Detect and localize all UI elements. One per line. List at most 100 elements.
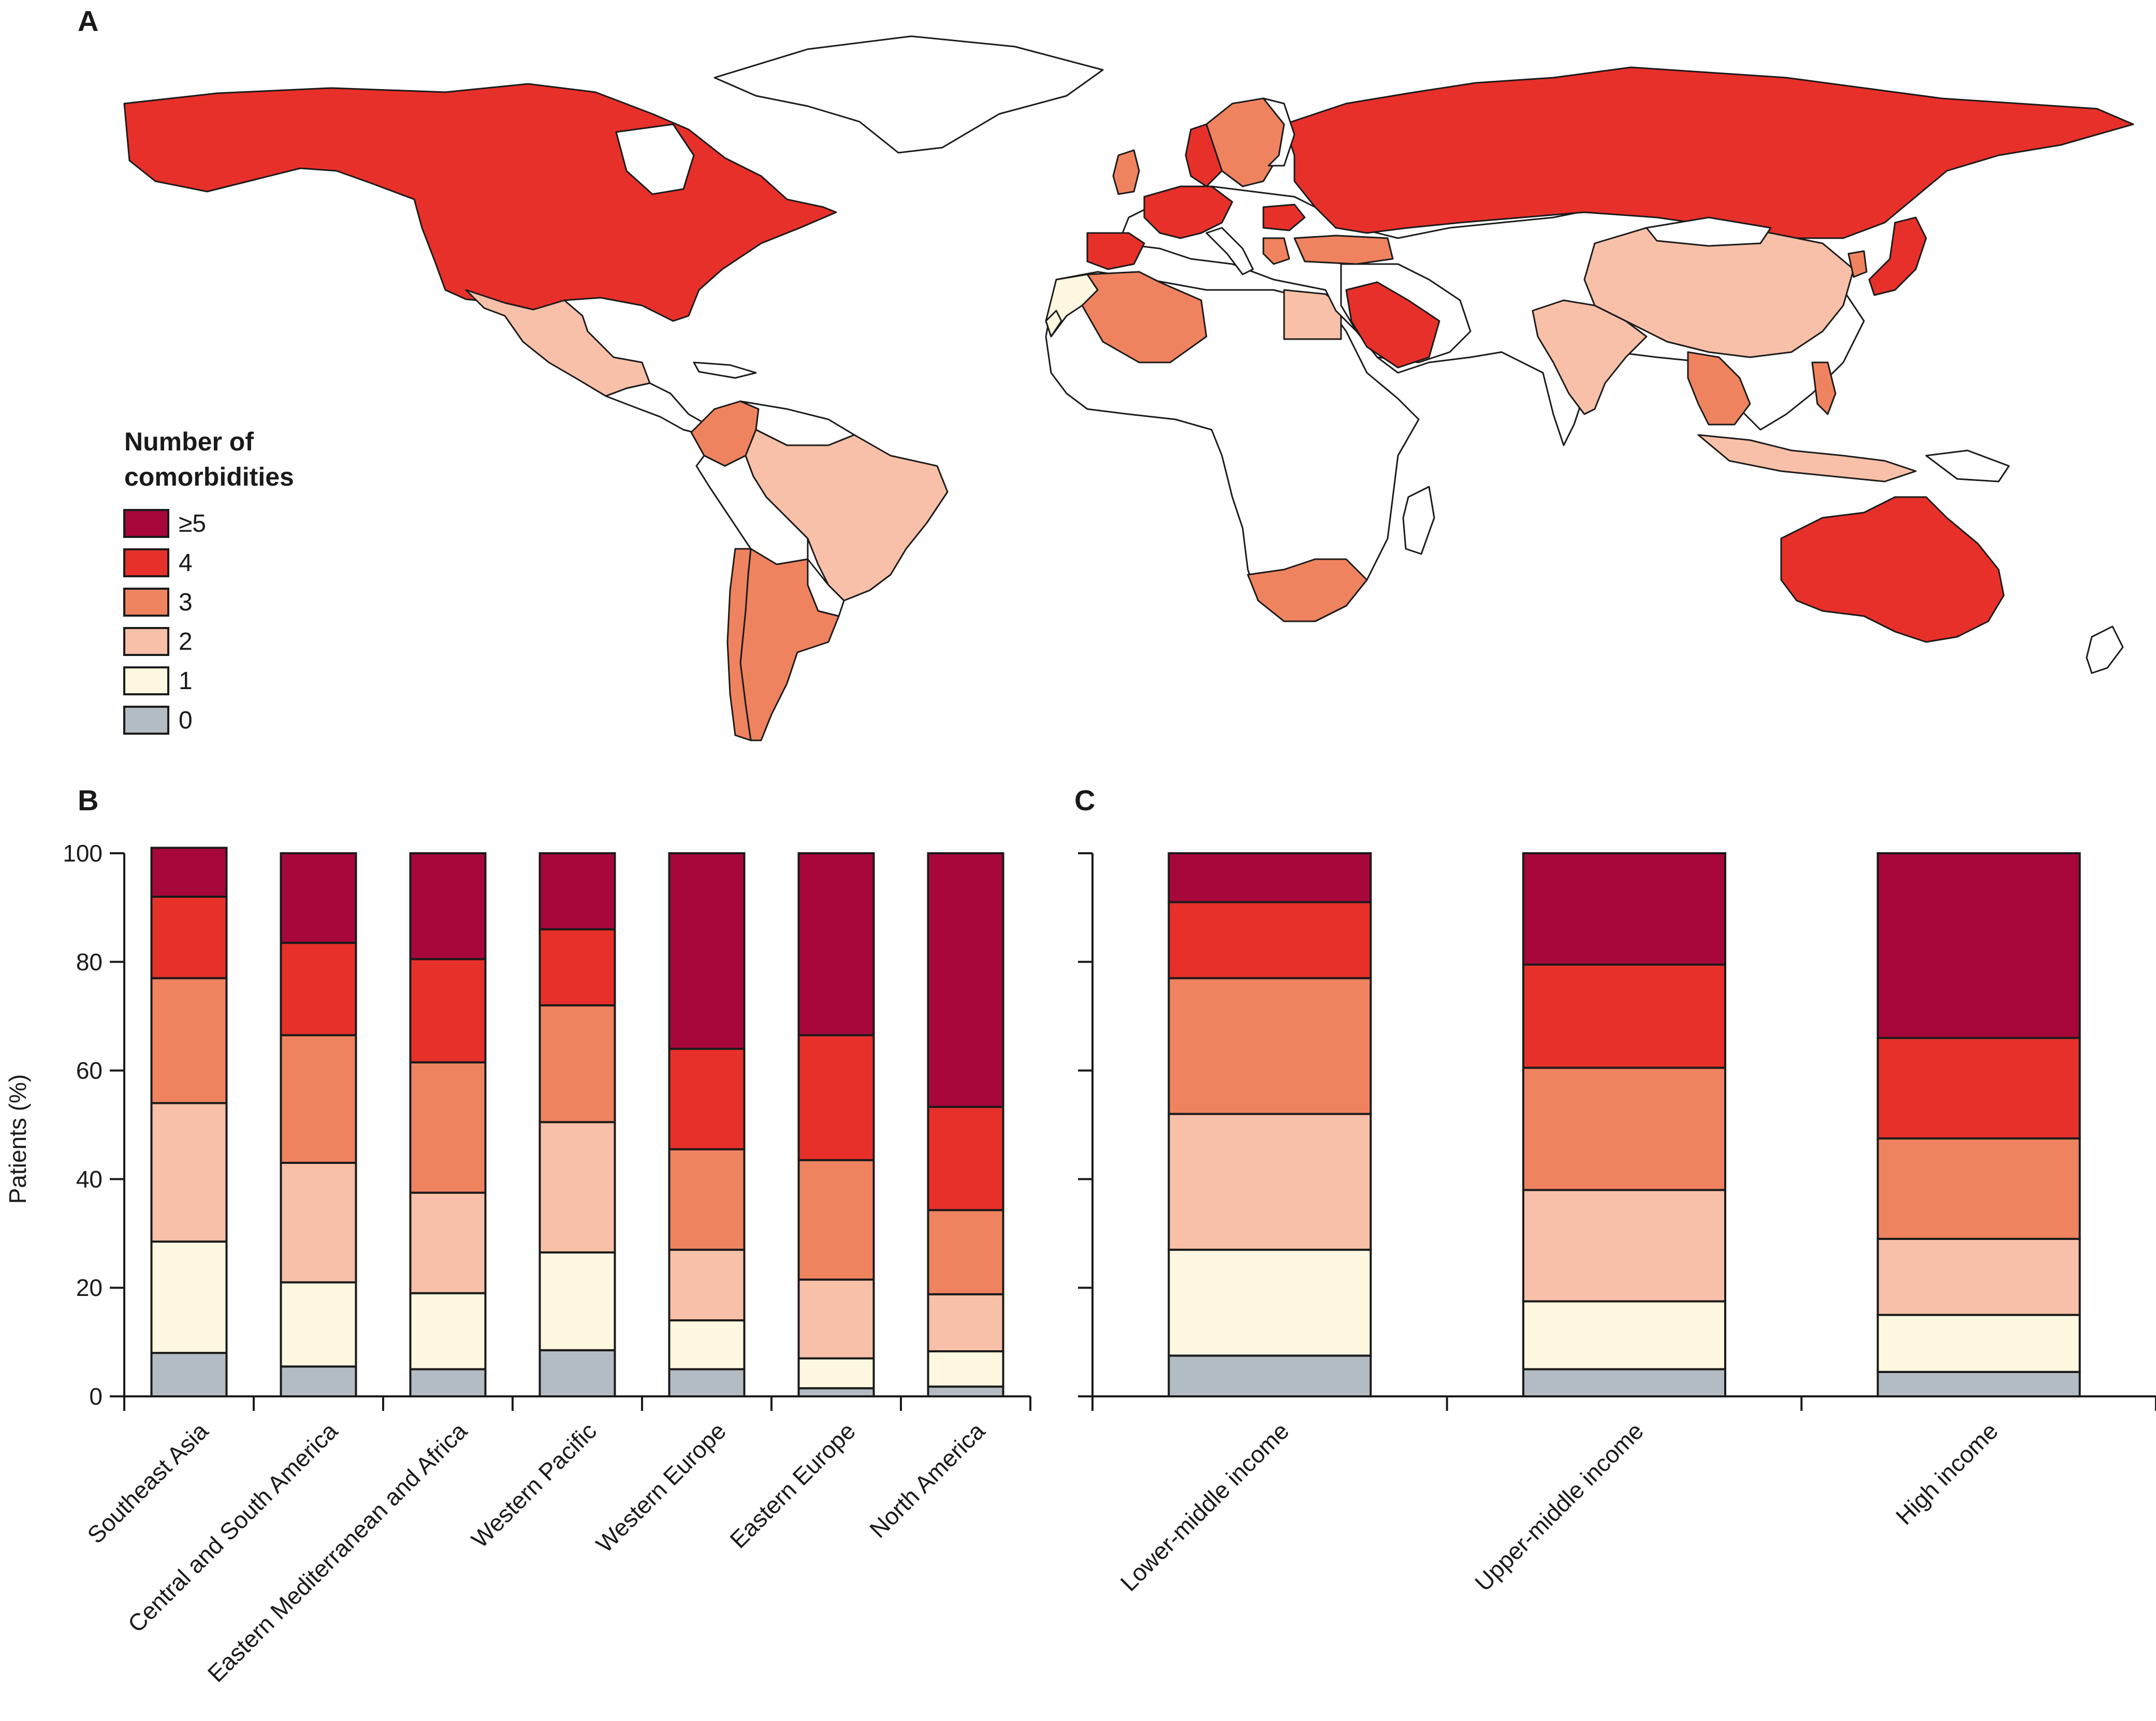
bar-segment-1-5 bbox=[280, 852, 357, 944]
bar-segment-0-4 bbox=[150, 895, 228, 980]
bar-segment-4-3 bbox=[668, 1148, 746, 1251]
legend-label-3: 2 bbox=[179, 628, 193, 655]
map-mongolia bbox=[1645, 216, 1772, 247]
map-north-america bbox=[123, 83, 837, 322]
panel-c-plot: Lower-middle income Upper-middle income Hi… bbox=[1078, 852, 2156, 1596]
panel-b-ylabel: Patients (%) bbox=[4, 1074, 31, 1204]
map-greece bbox=[1262, 237, 1290, 265]
bar-segment-6-3 bbox=[927, 1209, 1004, 1295]
map-italy bbox=[1205, 227, 1254, 275]
bar-segment-1-4 bbox=[280, 942, 357, 1037]
map-se-asia bbox=[1687, 351, 1751, 426]
map-papua bbox=[1925, 449, 2010, 483]
bar-segment-2-0 bbox=[409, 1368, 487, 1398]
map-brazil bbox=[745, 429, 949, 602]
legend-swatch-3 bbox=[123, 627, 169, 656]
map-central-america bbox=[605, 382, 708, 436]
panel-c-letter: C bbox=[1074, 784, 1095, 816]
category-label-1: Upper-middle income bbox=[1469, 1417, 1649, 1596]
bar-segment-0-0 bbox=[150, 1352, 228, 1398]
legend-swatch-4 bbox=[123, 666, 169, 695]
category-label-4: Western Europe bbox=[591, 1417, 731, 1557]
legend-swatch-2 bbox=[123, 588, 169, 617]
bar-segment-5-1 bbox=[797, 1357, 875, 1390]
map-caribbean bbox=[693, 361, 757, 379]
category-label-1: Central and South America bbox=[123, 1417, 343, 1638]
category-label-6: North America bbox=[864, 1417, 990, 1543]
bar-segment-5-0 bbox=[797, 1387, 875, 1397]
legend-label-0: ≥5 bbox=[179, 510, 206, 537]
panel-a-map: A bbox=[78, 5, 2134, 741]
map-uk bbox=[1112, 149, 1140, 195]
y-tick-label: 80 bbox=[76, 949, 103, 975]
bar-segment-2-3 bbox=[1876, 1137, 2081, 1240]
map-western-europe bbox=[1143, 185, 1233, 239]
bar-segment-0-4 bbox=[1168, 901, 1372, 980]
bar-segment-2-4 bbox=[409, 958, 487, 1063]
bar-segment-4-4 bbox=[668, 1047, 746, 1150]
world-map bbox=[123, 35, 2134, 741]
bar-segment-3-4 bbox=[538, 928, 616, 1007]
legend-label-2: 3 bbox=[179, 589, 193, 616]
map-algeria bbox=[1081, 271, 1207, 363]
map-russia bbox=[1283, 66, 2134, 239]
panel-c-chart: C Lower-middle income Upper-middle income… bbox=[1074, 784, 2156, 1596]
bar-segment-2-3 bbox=[409, 1061, 487, 1194]
legend-swatch-5 bbox=[123, 706, 169, 735]
map-egypt bbox=[1283, 289, 1342, 340]
category-label-0: Southeast Asia bbox=[82, 1417, 213, 1549]
bar-segment-0-3 bbox=[1168, 977, 1372, 1115]
map-mexico bbox=[465, 289, 651, 397]
bar-segment-5-2 bbox=[797, 1278, 875, 1360]
bar-segment-6-1 bbox=[927, 1350, 1004, 1388]
map-south-africa bbox=[1247, 558, 1368, 622]
bar-segment-3-2 bbox=[538, 1121, 616, 1254]
bar-segment-0-1 bbox=[1168, 1248, 1372, 1357]
legend-label-5: 0 bbox=[179, 707, 193, 734]
panel-a-letter: A bbox=[78, 5, 98, 37]
bar-segment-1-3 bbox=[280, 1034, 357, 1164]
bar-segment-2-5 bbox=[409, 852, 487, 960]
legend-title-line1: Number of bbox=[124, 427, 254, 456]
bar-segment-1-4 bbox=[1522, 964, 1726, 1069]
map-korea bbox=[1847, 250, 1868, 278]
category-label-0: Lower-middle income bbox=[1115, 1417, 1294, 1596]
bar-segment-5-3 bbox=[797, 1159, 875, 1281]
bar-segment-0-5 bbox=[1168, 852, 1372, 903]
legend-title-line2: comorbidities bbox=[124, 462, 294, 491]
category-label-2: Eastern Mediterranean and Africa bbox=[202, 1417, 473, 1687]
bar-segment-2-1 bbox=[1876, 1314, 2081, 1373]
y-tick-label: 100 bbox=[63, 840, 103, 867]
bar-segment-6-0 bbox=[927, 1385, 1004, 1397]
bar-segment-0-1 bbox=[150, 1241, 228, 1354]
bar-segment-1-1 bbox=[280, 1281, 357, 1368]
bar-segment-5-5 bbox=[797, 852, 875, 1037]
bar-segment-1-0 bbox=[1522, 1368, 1726, 1398]
legend-swatch-1 bbox=[123, 548, 169, 577]
map-madagascar bbox=[1402, 486, 1435, 555]
map-hudson-bay bbox=[615, 123, 695, 195]
bar-segment-0-2 bbox=[150, 1102, 228, 1243]
bar-segment-3-1 bbox=[538, 1251, 616, 1351]
bar-segment-2-2 bbox=[409, 1191, 487, 1294]
bar-segment-6-2 bbox=[927, 1293, 1004, 1352]
map-saudi-arabia bbox=[1345, 281, 1440, 369]
panel-b-chart: B Patients (%) 0 20 40 60 80 100 Southeast Asi… bbox=[4, 784, 1031, 1687]
map-japan bbox=[1868, 216, 1927, 296]
bar-segment-0-3 bbox=[150, 977, 228, 1104]
map-iberia bbox=[1086, 232, 1145, 270]
map-finland bbox=[1262, 97, 1295, 167]
bar-segment-2-5 bbox=[1876, 852, 2081, 1039]
map-romania bbox=[1262, 203, 1306, 231]
bar-segment-2-4 bbox=[1876, 1037, 2081, 1140]
category-label-3: Western Pacific bbox=[466, 1417, 602, 1553]
legend-label-1: 4 bbox=[179, 549, 193, 577]
y-tick-label: 40 bbox=[76, 1165, 103, 1192]
bar-segment-1-5 bbox=[1522, 852, 1726, 966]
bar-segment-1-2 bbox=[280, 1161, 357, 1284]
bar-segment-1-3 bbox=[1522, 1067, 1726, 1191]
map-turkey bbox=[1293, 235, 1394, 265]
map-greenland bbox=[713, 35, 1104, 154]
